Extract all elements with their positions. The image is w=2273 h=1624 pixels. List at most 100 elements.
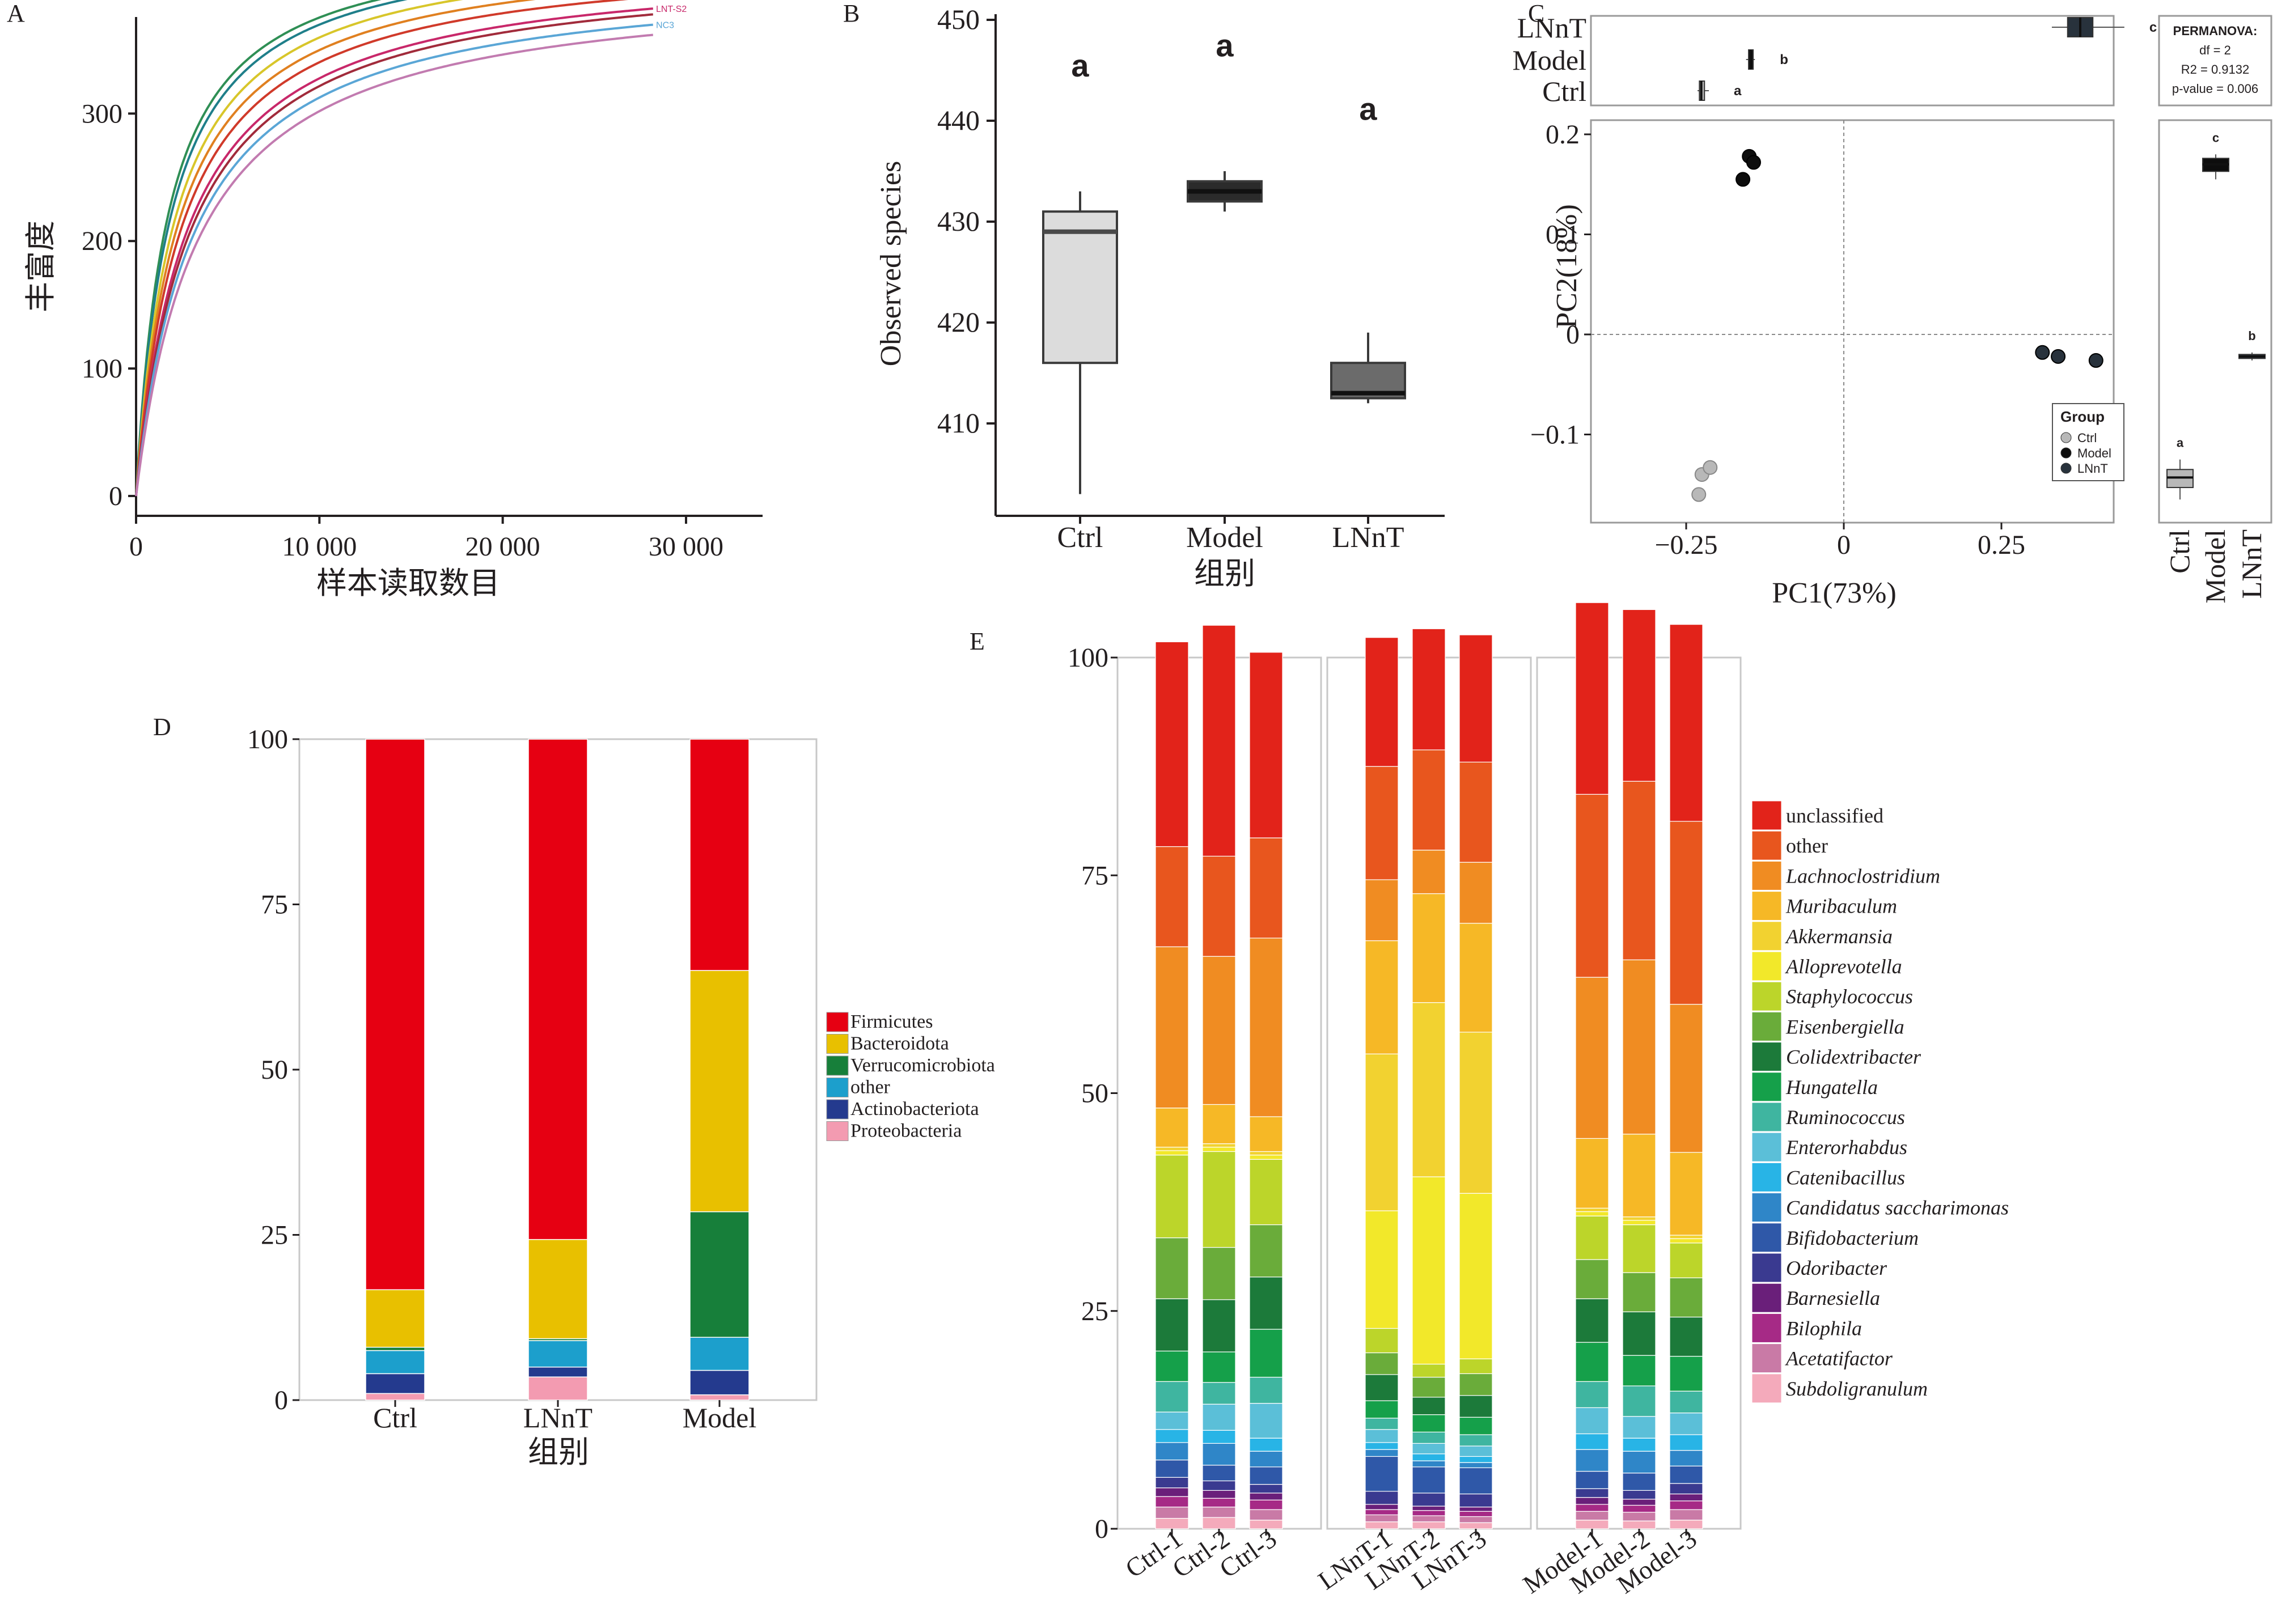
significance-letter: a [1359, 91, 1377, 127]
bar-segment [1459, 923, 1493, 1033]
legend-marker [2060, 447, 2072, 459]
bar-segment [1202, 625, 1236, 857]
bar-segment [1459, 1506, 1493, 1512]
legend-label: Barnesiella [1786, 1287, 1880, 1309]
legend-label: Bilophila [1786, 1317, 1862, 1339]
data-point [2088, 353, 2103, 368]
bar-segment [528, 1340, 588, 1368]
bar-segment [1669, 1509, 1703, 1521]
x-axis-title: PC1(73%) [1772, 577, 1897, 609]
panel-a-rarefaction: 0 10 000 20 000 30 000 0 100 200 300 400 样本读取数目 丰富… [24, 0, 763, 600]
bar-segment [1669, 1152, 1703, 1236]
x-axis-title: 组别 [528, 1435, 589, 1469]
legend-label: other [850, 1077, 891, 1098]
bar-segment [1365, 637, 1399, 767]
bar-segment [1365, 1210, 1399, 1329]
legend-label: Eisenbergiella [1785, 1015, 1904, 1038]
bar-segment [1412, 1397, 1446, 1415]
x-tick-label: −0.25 [1654, 530, 1717, 560]
bar-segment [1202, 1299, 1236, 1352]
main-plot-frame [1590, 119, 2115, 524]
bar-segment [1412, 1506, 1446, 1511]
bar-segment [1365, 1491, 1399, 1505]
bar-segment [1249, 652, 1283, 838]
legend-label: Colidextribacter [1786, 1046, 1921, 1068]
panel-label-C: C [1528, 0, 1544, 27]
bar-segment [365, 1350, 425, 1375]
legend-swatch [826, 1055, 849, 1076]
bar-segment [1412, 893, 1446, 1003]
bar-segment [1575, 1381, 1609, 1408]
bar-segment [1575, 1298, 1609, 1343]
bar-segment [1459, 1462, 1493, 1469]
significance-letter: c [2149, 20, 2157, 35]
bar-segment [1622, 609, 1656, 782]
bar-segment [1412, 1431, 1446, 1444]
bar-segment [1622, 1490, 1656, 1500]
bar-segment [1459, 1516, 1493, 1523]
bar-segment [1575, 1497, 1609, 1505]
bar-segment [528, 1239, 588, 1339]
bar-segment [1575, 1449, 1609, 1472]
bar-segment [1622, 1504, 1656, 1513]
bar-segment [1202, 1465, 1236, 1482]
legend-label: Enterorhabdus [1785, 1136, 1907, 1159]
bar-segment [1669, 1243, 1703, 1278]
right-box-group-label: Ctrl [2164, 529, 2195, 574]
box [1042, 210, 1118, 364]
bar-segment [1412, 1414, 1446, 1432]
legend-swatch [1751, 1223, 1782, 1253]
legend-swatch [1751, 951, 1782, 981]
bar-segment [1202, 1382, 1236, 1405]
bar-segment [1622, 1216, 1656, 1221]
x-tick-label: 30 000 [649, 532, 723, 562]
y-tick-label: 420 [937, 306, 980, 338]
bar-segment [1365, 1400, 1399, 1419]
bar-segment [1412, 628, 1446, 750]
bar-segment [1669, 1465, 1703, 1484]
bar-segment [1365, 1442, 1399, 1450]
x-tick-label: Model [683, 1402, 757, 1434]
y-tick-label: 25 [1081, 1296, 1108, 1326]
bar-segment [1202, 1104, 1236, 1144]
bar-segment [1622, 1224, 1656, 1273]
x-axis-title: 组别 [1194, 557, 1255, 591]
bar-segment [1365, 879, 1399, 942]
data-point [1703, 460, 1718, 475]
significance-letter: b [2248, 329, 2255, 343]
x-tick-label: 10 000 [282, 532, 357, 562]
bar-segment [1669, 1004, 1703, 1153]
legend-label: Lachnoclostridium [1785, 864, 1940, 887]
bar-segment [1669, 1277, 1703, 1318]
bar-segment [1412, 1515, 1446, 1523]
bar-segment [1622, 1473, 1656, 1491]
bar-segment [1669, 1450, 1703, 1466]
bar-segment [1365, 1456, 1399, 1492]
panel-label-D: D [153, 713, 171, 741]
legend-swatch [826, 1121, 849, 1141]
right-box-frame [2158, 119, 2272, 524]
panel-c-pcoa: −0.25 0 0.25 −0.1 0 0.1 0.2 PC1(73%) PC2(18%) Gro… [1512, 12, 2272, 609]
bar-segment [1575, 602, 1609, 795]
y-tick-label: 450 [937, 3, 980, 35]
bar-segment [1575, 1470, 1609, 1489]
bar-segment [1622, 1355, 1656, 1386]
legend-label: Odoribacter [1786, 1257, 1887, 1279]
bar-segment [1202, 1351, 1236, 1383]
legend-label: Staphylococcus [1786, 985, 1913, 1008]
bar-segment [1365, 766, 1399, 880]
legend-swatch [826, 1099, 849, 1120]
bar-segment [1202, 1151, 1236, 1248]
bar-segment [1202, 1403, 1236, 1431]
legend-label: Proteobacteria [850, 1121, 962, 1142]
bar-segment [1459, 1456, 1493, 1463]
bar-segment [1249, 1451, 1283, 1468]
y-tick-label: 200 [82, 226, 122, 256]
legend-swatch [826, 1034, 849, 1054]
bar-segment [1365, 1429, 1399, 1443]
legend-label: Akkermansia [1785, 925, 1893, 948]
bar-segment [1155, 846, 1189, 947]
x-tick-label: Ctrl [1057, 521, 1103, 554]
